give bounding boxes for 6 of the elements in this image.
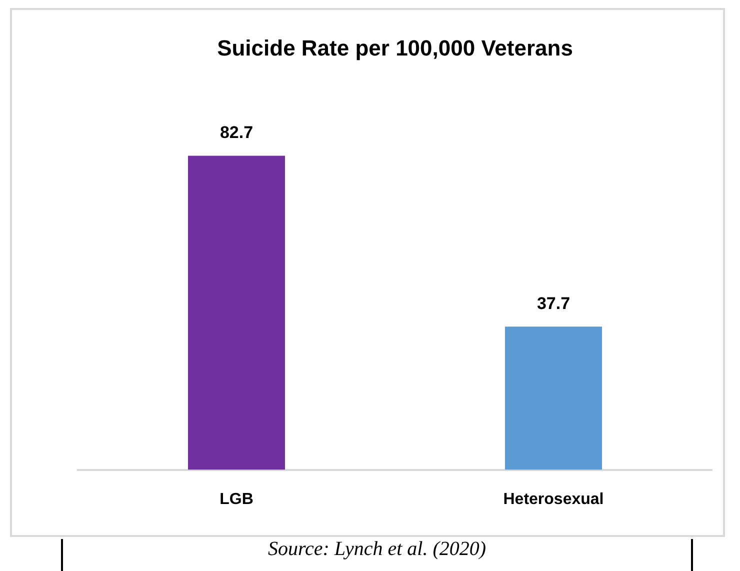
data-label: 82.7 bbox=[220, 122, 254, 142]
x-tick-label: Heterosexual bbox=[503, 490, 604, 508]
chart-title: Suicide Rate per 100,000 Veterans bbox=[217, 35, 573, 60]
source-note: Source: Lynch et al. (2020) bbox=[266, 538, 488, 561]
x-tick-label: LGB bbox=[220, 490, 254, 508]
data-label: 37.7 bbox=[536, 294, 570, 313]
